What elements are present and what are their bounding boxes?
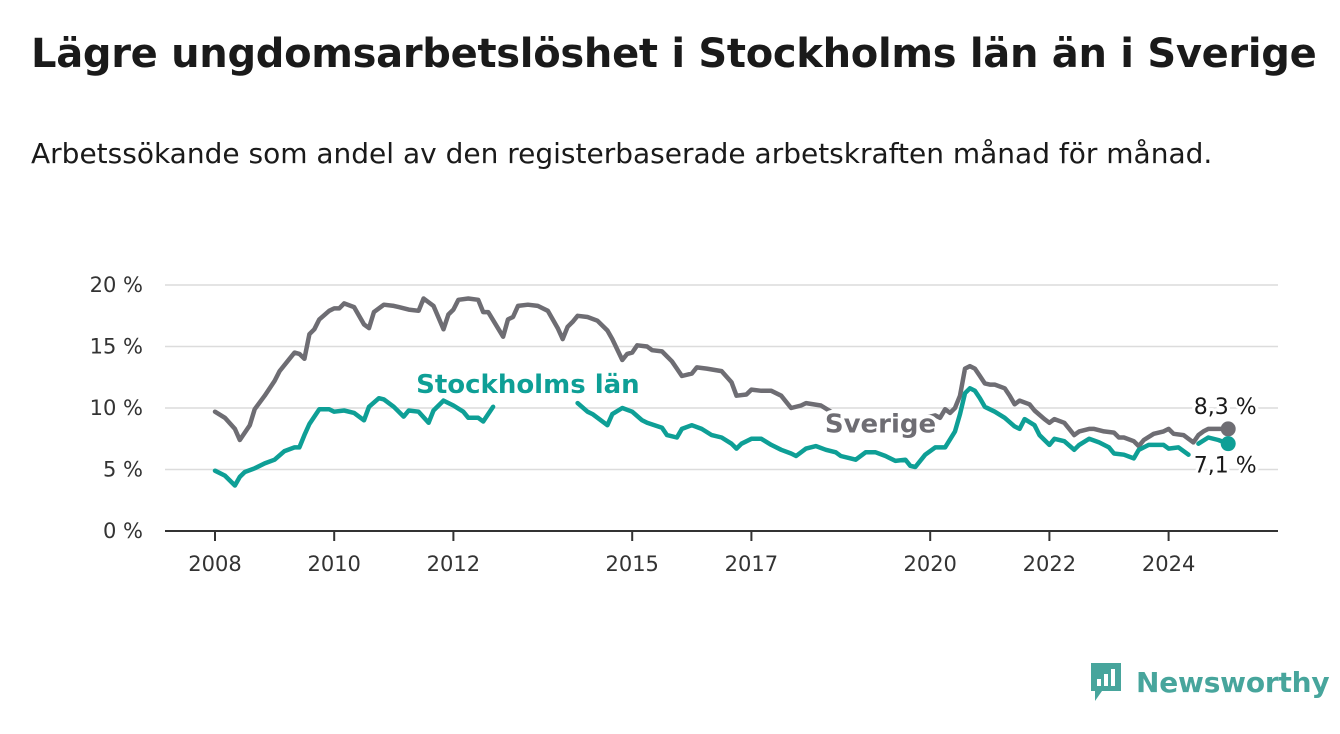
y-tick-label: 10 % [90, 396, 143, 420]
end-label-sverige: 8,3 % [1194, 395, 1257, 420]
series-label-sverige: Sverige [825, 410, 936, 440]
y-tick-label: 5 % [103, 458, 143, 482]
x-tick-label: 2022 [1023, 552, 1076, 576]
series-sverige-line-segment-2 [918, 363, 1231, 449]
series-stockholms-l-n-line-segment-2 [575, 386, 1191, 470]
x-tick-label: 2020 [903, 552, 956, 576]
brand-logo: Newsworthy [1088, 660, 1330, 704]
y-tick-label: 15 % [90, 335, 143, 359]
y-tick-label: 20 % [90, 273, 143, 297]
series-lines [212, 296, 1236, 488]
series-labels: Stockholms län Sverige 8,3 % 7,1 % [413, 367, 1260, 482]
x-tick-label: 2010 [307, 552, 360, 576]
x-tick-label: 2008 [188, 552, 241, 576]
end-label-stockholms-lan: 7,1 % [1194, 454, 1257, 479]
series-label-stockholms-l-n: Stockholms län [416, 370, 640, 400]
series-stockholms-l-n-line-segment-1 [212, 395, 496, 488]
x-tick-label: 2017 [725, 552, 778, 576]
brand-name: Newsworthy [1136, 665, 1330, 699]
chart-subtitle: Arbetssökande som andel av den registerb… [31, 137, 1213, 170]
chart-title: Lägre ungdomsarbetslöshet i Stockholms l… [31, 31, 1317, 77]
series-sverige-end-point [1220, 421, 1236, 437]
x-axis-ticks: 2008 2010 2012 2015 2017 2020 2022 2024 [188, 531, 1195, 576]
x-tick-label: 2012 [427, 552, 480, 576]
newsworthy-logo-icon [1091, 663, 1121, 701]
x-tick-label: 2015 [605, 552, 658, 576]
series-sverige-line-segment-1 [212, 296, 849, 443]
y-axis-ticks: 0 % 5 % 10 % 15 % 20 % [90, 273, 143, 543]
grid-lines [165, 284, 1278, 471]
series-stockholms-l-n-end-point [1220, 436, 1236, 452]
y-tick-label: 0 % [103, 519, 143, 543]
x-tick-label: 2024 [1142, 552, 1195, 576]
